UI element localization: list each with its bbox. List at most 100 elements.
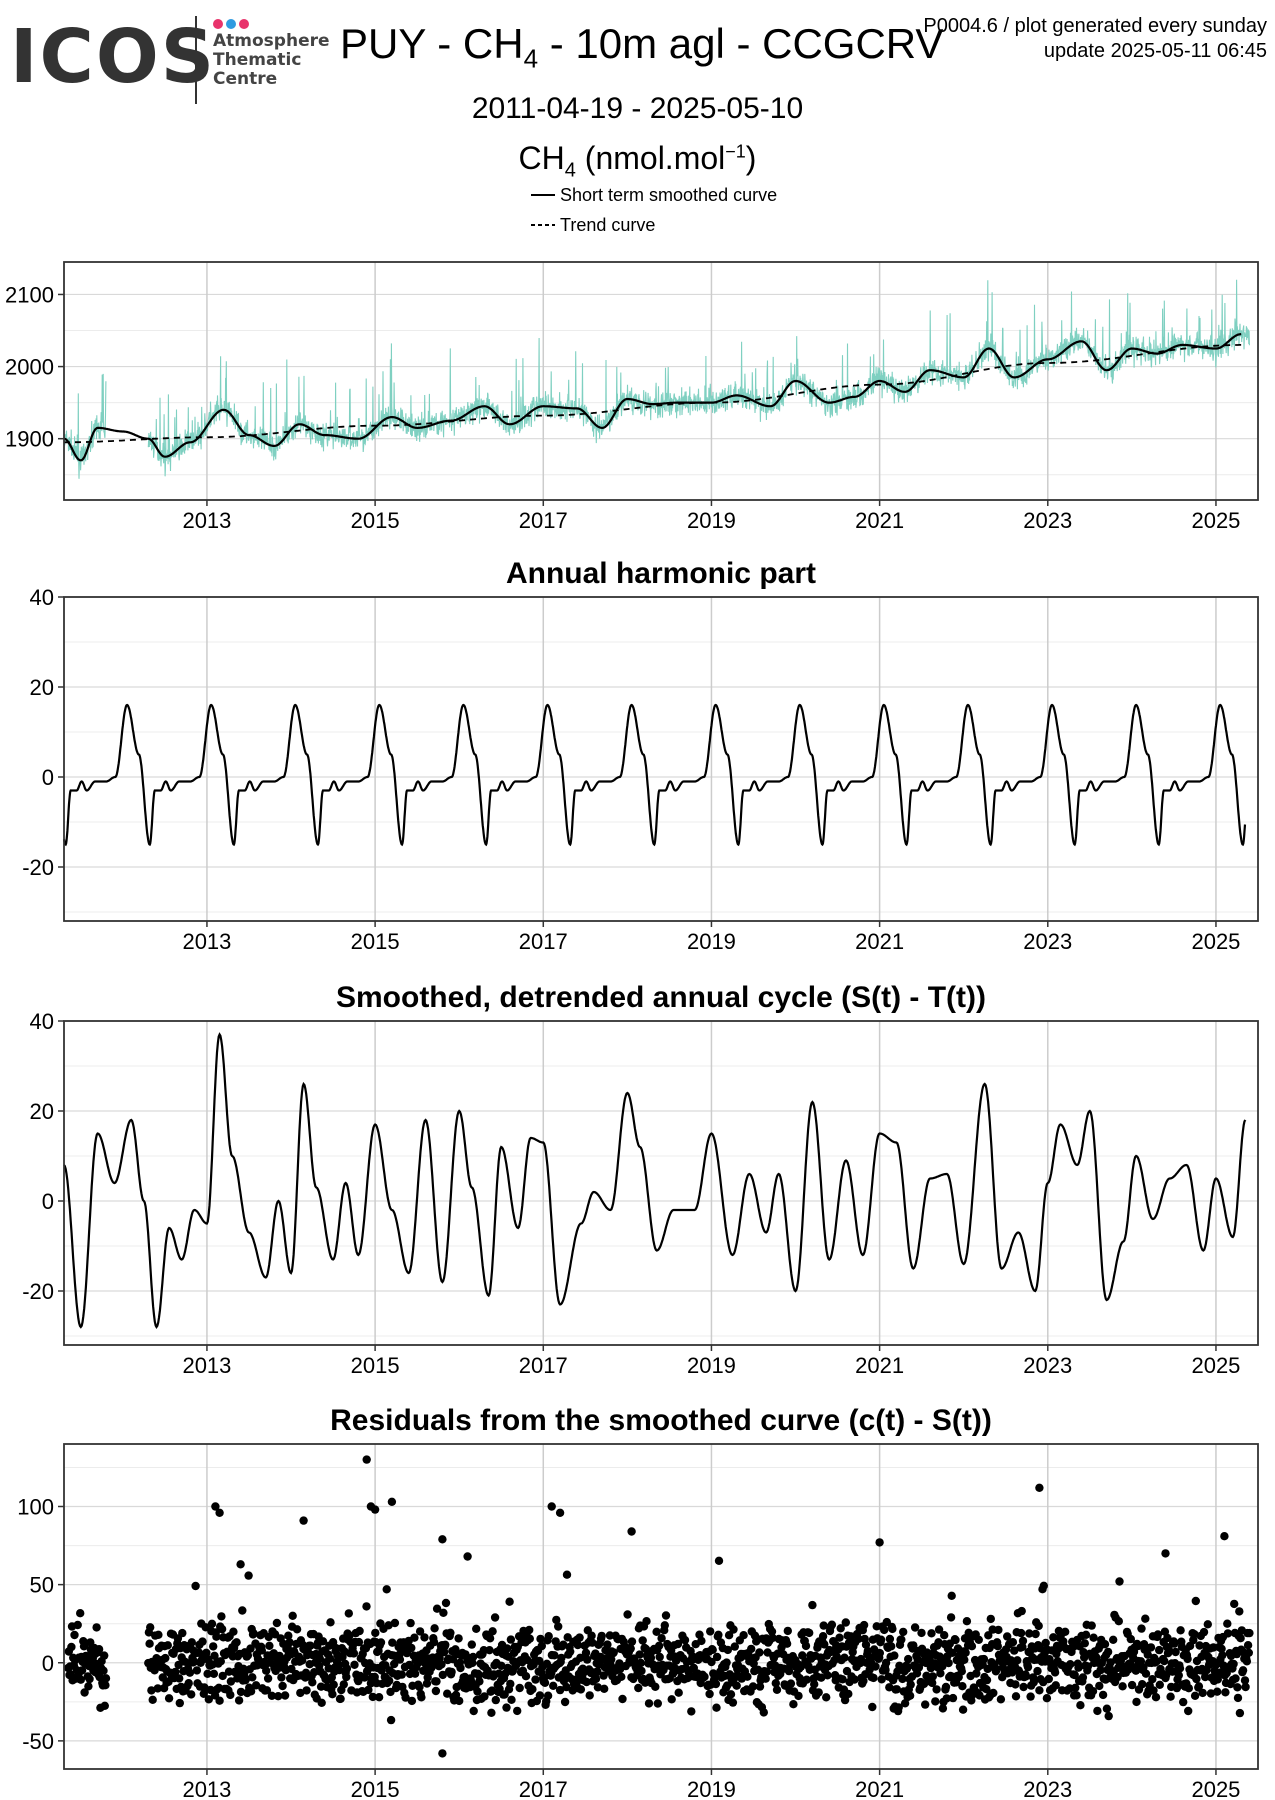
residual-point — [654, 1641, 664, 1651]
panel-title: Annual harmonic part — [506, 557, 816, 590]
x-tick-label: 2025 — [1191, 508, 1240, 533]
y-tick-label: 100 — [17, 1495, 54, 1520]
x-tick-label: 2025 — [1191, 1777, 1240, 1800]
residual-point — [473, 1687, 482, 1696]
residual-point — [555, 1685, 565, 1695]
residual-point — [85, 1674, 94, 1684]
residual-point — [1195, 1641, 1204, 1650]
residual-point — [909, 1641, 918, 1650]
residual-point — [927, 1629, 936, 1638]
residual-point — [1039, 1581, 1049, 1591]
residual-point — [326, 1618, 335, 1627]
residual-point — [1011, 1680, 1020, 1689]
residual-point — [1206, 1689, 1216, 1698]
residual-point — [818, 1632, 828, 1641]
residual-point — [591, 1674, 601, 1684]
panel-title: Residuals from the smoothed curve (c(t) … — [330, 1404, 992, 1437]
residual-point — [427, 1659, 437, 1669]
residual-point — [439, 1608, 448, 1618]
residual-point — [540, 1678, 550, 1688]
residual-point — [554, 1622, 563, 1631]
residual-point — [869, 1673, 878, 1683]
residual-outlier — [215, 1508, 224, 1518]
residual-point — [1098, 1690, 1108, 1700]
residual-point — [660, 1621, 669, 1630]
residual-point — [597, 1631, 606, 1641]
residual-point — [986, 1614, 995, 1624]
y-tick-label: 20 — [30, 675, 54, 700]
residual-point — [531, 1675, 540, 1684]
residual-point — [899, 1627, 908, 1637]
panel-border — [63, 1443, 1259, 1770]
residual-point — [263, 1674, 273, 1683]
residual-point — [982, 1685, 991, 1694]
x-tick-label: 2015 — [351, 1777, 400, 1800]
residual-point — [1139, 1663, 1148, 1672]
residual-point — [951, 1635, 960, 1645]
residual-point — [805, 1628, 814, 1638]
residual-point — [487, 1708, 496, 1718]
residual-point — [1100, 1640, 1110, 1649]
y-tick-label: -20 — [22, 1279, 54, 1304]
residual-point — [1103, 1647, 1113, 1657]
residual-point — [187, 1638, 196, 1647]
residual-point — [415, 1682, 424, 1692]
residual-point — [711, 1679, 721, 1689]
residual-point — [626, 1644, 635, 1653]
residual-point — [184, 1679, 193, 1688]
residual-point — [1029, 1678, 1038, 1687]
residual-point — [714, 1556, 724, 1566]
residual-point — [325, 1654, 335, 1663]
residual-point — [76, 1675, 86, 1684]
residual-point — [217, 1624, 227, 1634]
residual-point — [1126, 1634, 1136, 1644]
residual-point — [67, 1642, 76, 1652]
residual-point — [285, 1638, 294, 1647]
residual-point — [994, 1625, 1003, 1635]
residual-point — [146, 1623, 155, 1632]
residual-point — [1089, 1633, 1098, 1642]
residual-point — [277, 1673, 286, 1682]
residual-point — [636, 1658, 645, 1668]
residual-point — [991, 1667, 1001, 1676]
residual-point — [226, 1690, 235, 1700]
residual-point — [700, 1672, 709, 1681]
residual-point — [257, 1646, 266, 1655]
logo-subtitle-line: Thematic — [213, 50, 302, 70]
residual-point — [1141, 1614, 1150, 1623]
residual-point — [642, 1617, 651, 1626]
residual-point — [386, 1715, 396, 1725]
residual-point — [609, 1648, 618, 1657]
residual-point — [1163, 1633, 1172, 1643]
residual-point — [557, 1653, 566, 1663]
residual-point — [397, 1670, 406, 1679]
residual-point — [164, 1694, 174, 1703]
y-tick-label: 1900 — [5, 427, 54, 452]
residual-point — [1203, 1620, 1213, 1629]
residual-point — [566, 1647, 575, 1656]
residual-point — [1166, 1692, 1175, 1701]
title-prefix: PUY - CH — [340, 20, 524, 67]
residual-point — [817, 1673, 826, 1682]
residual-point — [1170, 1639, 1179, 1648]
residual-point — [374, 1693, 384, 1702]
residual-point — [989, 1688, 998, 1698]
dashed-line-icon — [531, 224, 555, 226]
residual-point — [406, 1618, 415, 1628]
residual-point — [485, 1646, 494, 1655]
residual-point — [822, 1693, 831, 1702]
residual-point — [898, 1674, 907, 1684]
residual-point — [73, 1620, 82, 1630]
residual-point — [820, 1640, 829, 1649]
residual-point — [1217, 1644, 1226, 1654]
residual-point — [432, 1677, 441, 1686]
unit-label: CH4 (nmol.mol−1) — [0, 140, 1275, 182]
residual-point — [1109, 1635, 1118, 1645]
residual-point — [1042, 1694, 1052, 1703]
residual-point — [1148, 1675, 1157, 1684]
residual-point — [859, 1676, 868, 1686]
x-tick-label: 2021 — [855, 929, 904, 954]
residual-point — [94, 1645, 104, 1654]
residual-outlier — [211, 1502, 220, 1511]
residual-point — [1161, 1671, 1171, 1680]
